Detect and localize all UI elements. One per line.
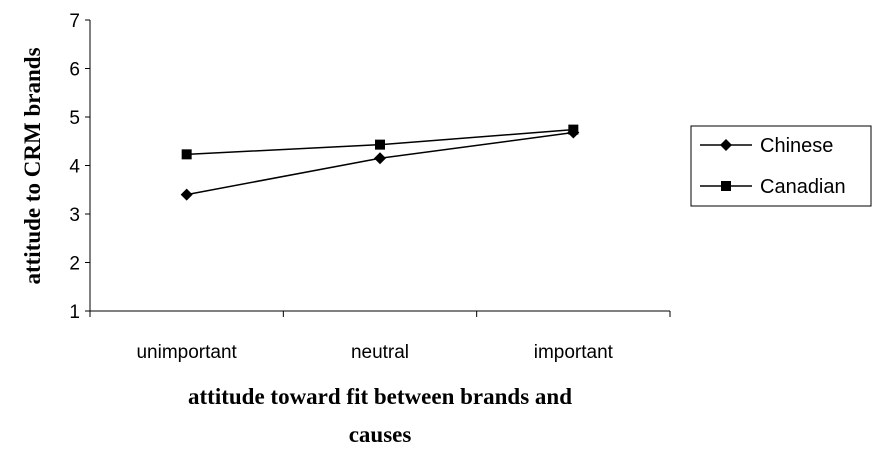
y-axis-title: attitude to CRM brands (20, 47, 45, 284)
y-tick-label-3: 3 (69, 205, 80, 226)
y-tick-label-5: 5 (69, 108, 80, 129)
y-ticks: 1 2 3 4 5 6 7 (69, 11, 90, 323)
x-axis-title-line-1: attitude toward fit between brands and (188, 384, 572, 409)
x-tick-label-unimportant: unimportant (136, 342, 237, 363)
legend-label-canadian: Canadian (760, 176, 846, 198)
y-tick-label-4: 4 (69, 157, 80, 178)
y-tick-label-6: 6 (69, 60, 80, 81)
x-tick-label-important: important (534, 342, 614, 363)
series-group (180, 124, 580, 201)
x-tick-label-neutral: neutral (351, 342, 409, 363)
data-point-canadian-unimportant (181, 149, 192, 160)
data-point-canadian-neutral (375, 139, 385, 150)
legend-box (690, 125, 872, 207)
x-ticks: unimportant neutral important (89, 311, 671, 363)
legend-marker-chinese (720, 139, 732, 151)
data-point-chinese-unimportant (180, 188, 193, 201)
y-tick-label-1: 1 (69, 302, 80, 323)
data-point-chinese-neutral (374, 152, 386, 165)
legend-marker-canadian (721, 181, 731, 191)
legend-label-chinese: Chinese (760, 135, 833, 157)
x-axis-title-line-2: causes (349, 422, 412, 447)
legend: Chinese Canadian (690, 125, 872, 207)
y-tick-label-2: 2 (69, 254, 80, 275)
data-point-canadian-important (568, 124, 579, 135)
y-tick-label-7: 7 (69, 11, 80, 32)
